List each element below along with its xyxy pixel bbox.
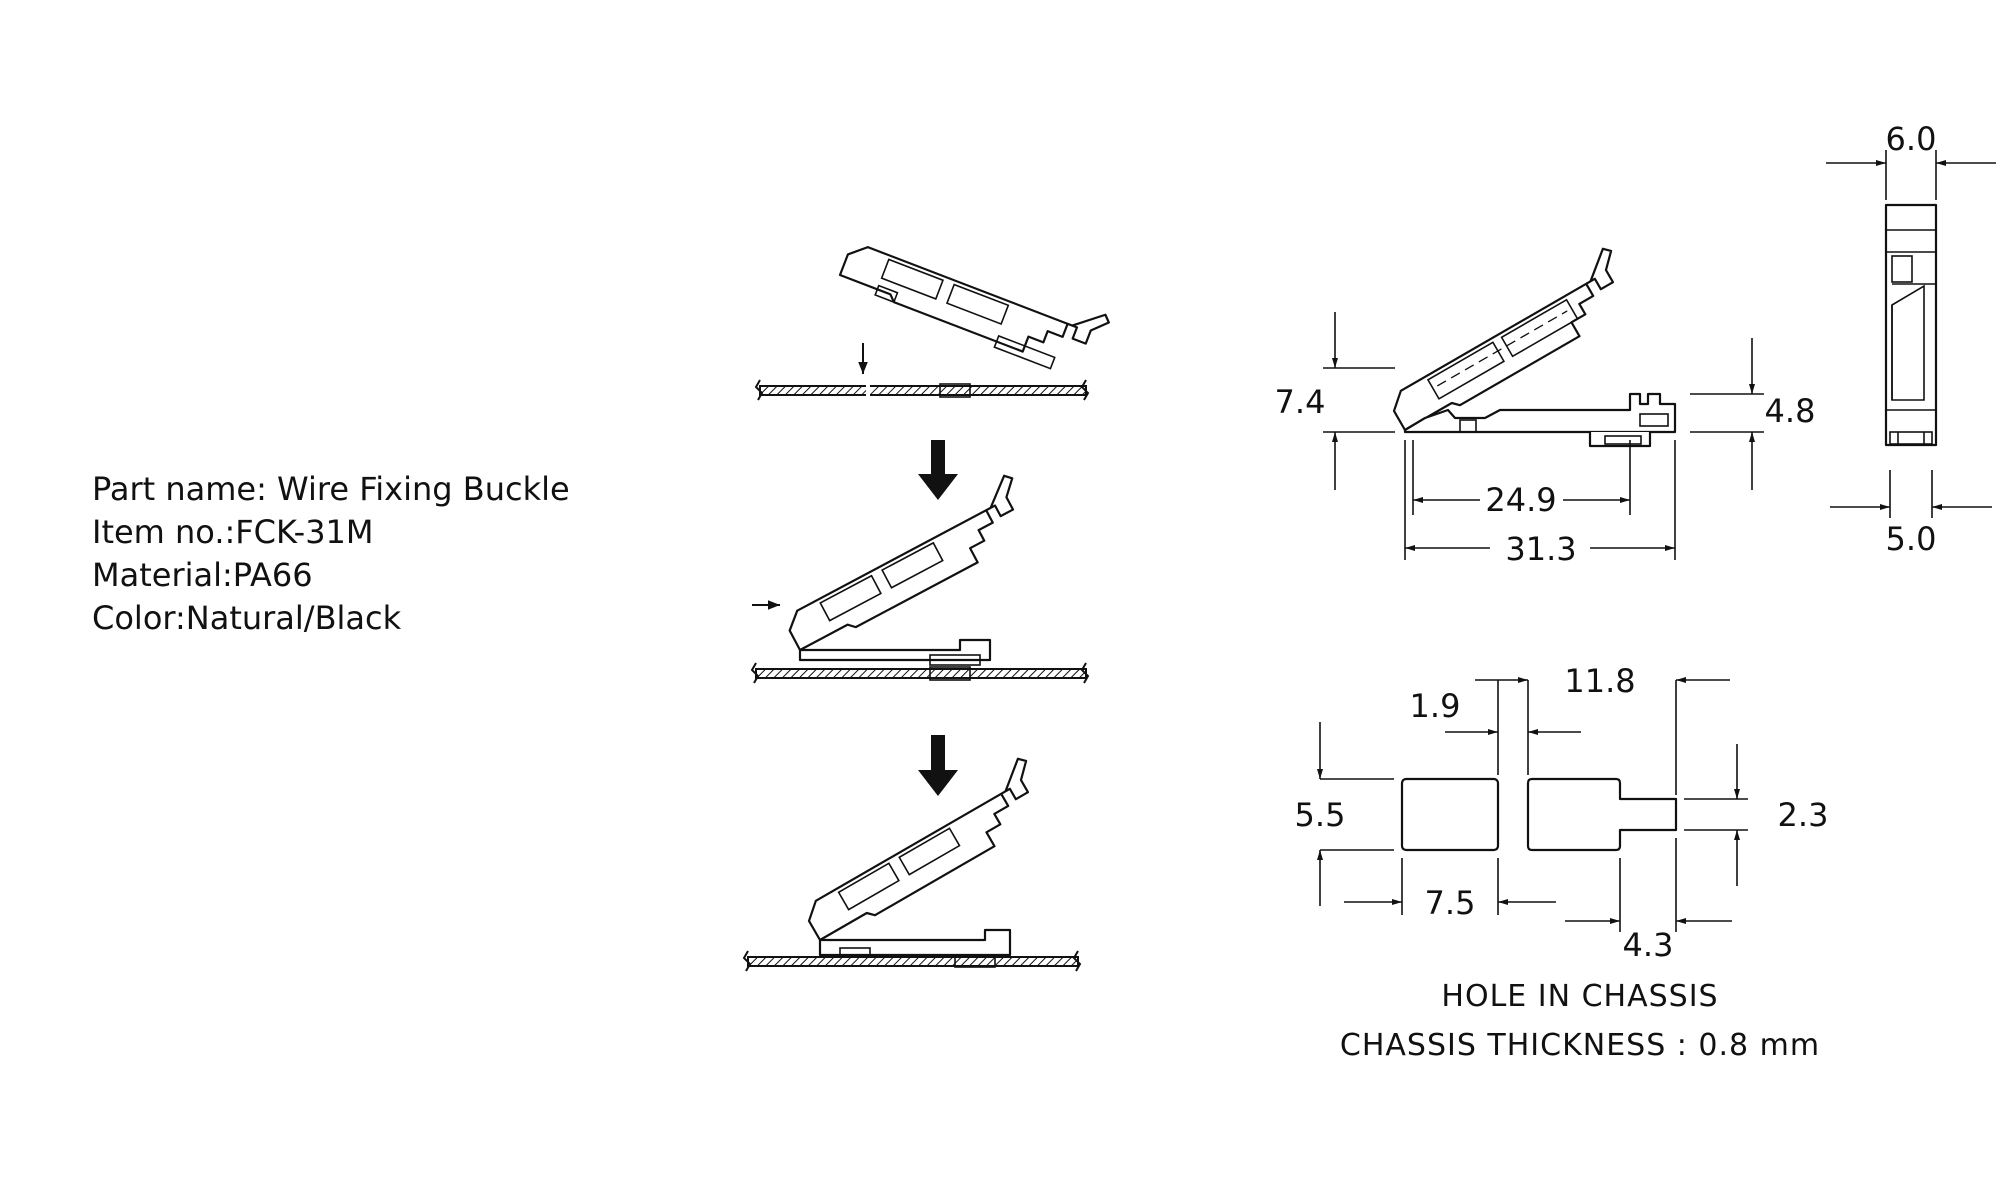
dim-total-length-31-3: 31.3 [1505,530,1576,568]
assembly-step-2 [750,474,1090,684]
dim-square-width-7-5: 7.5 [1425,884,1476,922]
part-name: Part name: Wire Fixing Buckle [92,470,570,508]
buckle-step-2 [788,474,1015,652]
chassis-thickness: CHASSIS THICKNESS : 0.8 mm [1340,1028,1820,1063]
dim-foot-height-4-8: 4.8 [1765,392,1816,430]
sequence-arrow-2 [918,735,958,796]
dim-gap-1-9: 1.9 [1410,687,1461,725]
item-number: Item no.:FCK-31M [92,513,374,551]
material: Material:PA66 [92,556,313,594]
color: Color:Natural/Black [92,599,402,637]
dim-height-7-4: 7.4 [1275,383,1326,421]
dim-top-width-6-0: 6.0 [1886,120,1937,158]
chassis-plate-3 [747,956,1079,967]
dim-inner-length-24-9: 24.9 [1485,481,1556,519]
assembly-step-3 [742,757,1082,972]
dim-tab-length-4-3: 4.3 [1623,926,1674,964]
chassis-plate-2 [755,668,1087,679]
square-hole [1400,777,1500,852]
hole-title: HOLE IN CHASSIS [1441,979,1718,1014]
sequence-arrow-1 [918,440,958,500]
assembly-step-1 [754,246,1110,401]
dim-slot-length-11-8: 11.8 [1564,662,1635,700]
slot-hole [1526,777,1678,852]
hole-pattern: 1.9 11.8 5.5 2.3 7.5 4.3 HOLE IN CHASSIS… [1295,662,1829,1063]
dim-bottom-width-5-0: 5.0 [1886,520,1937,558]
side-view: 7.4 4.8 24.9 31.3 [1275,247,1816,568]
dim-height-5-5: 5.5 [1295,796,1346,834]
dim-tab-height-2-3: 2.3 [1778,796,1829,834]
buckle-step-3 [807,757,1030,942]
part-info: Part name: Wire Fixing Buckle Item no.:F… [92,468,570,640]
buckle-step-1 [838,246,1110,370]
end-view: 6.0 5.0 [1826,120,1996,558]
chassis-plate-1 [759,385,1087,396]
